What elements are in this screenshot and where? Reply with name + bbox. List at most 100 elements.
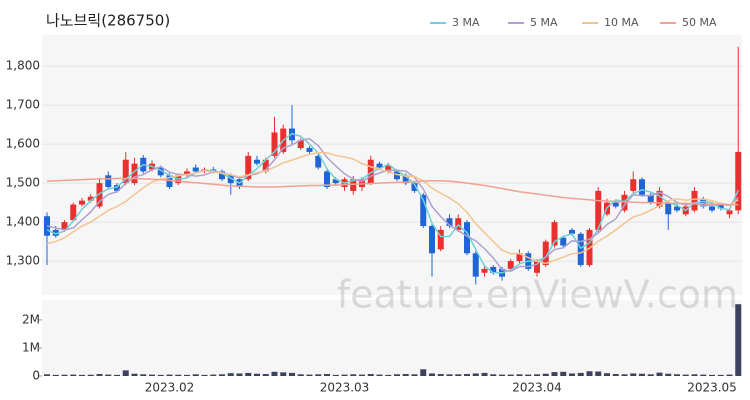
volume-bar (376, 374, 383, 376)
candle-body (700, 198, 707, 207)
volume-bar (604, 373, 610, 376)
volume-bar (192, 374, 199, 376)
volume-bar (639, 373, 645, 376)
volume-bar (262, 374, 269, 376)
volume-bar (429, 373, 435, 376)
candle-body (61, 222, 68, 230)
candle-body (437, 229, 444, 250)
volume-bar (96, 374, 103, 376)
ma-line (46, 137, 739, 273)
volume-bar (254, 373, 260, 376)
candle-body (332, 179, 339, 184)
candle-body (621, 194, 628, 211)
volume-bar (446, 374, 453, 376)
candle-body (367, 159, 374, 184)
candle-body (542, 241, 549, 265)
volume-bar (44, 374, 50, 376)
ma-line (46, 151, 739, 265)
volume-bar (297, 374, 304, 376)
candle-body (569, 229, 575, 234)
volume-bar (245, 372, 252, 376)
volume-bar (61, 374, 68, 376)
volume-bar (350, 374, 357, 376)
candle-body (359, 179, 365, 188)
volume-bar (175, 374, 182, 376)
volume-bar (227, 373, 234, 376)
volume-bar (455, 374, 462, 376)
legend-label: 50 MA (682, 16, 717, 29)
candle-body (674, 206, 680, 211)
candle-body (131, 163, 138, 184)
candle-body (665, 202, 672, 215)
volume-bar (166, 374, 173, 376)
volume-bar (52, 374, 59, 376)
candle-body (350, 179, 357, 191)
volume-bar (691, 374, 698, 376)
volume-bar (157, 374, 164, 376)
volume-bar (551, 372, 558, 376)
volume-bar (70, 374, 77, 376)
volume-bar (507, 374, 514, 376)
volume-bar (735, 304, 742, 376)
candle-body (464, 222, 470, 254)
candle-body (262, 159, 269, 172)
candle-body (44, 216, 50, 236)
volume-bar (709, 374, 715, 376)
candle-body (219, 171, 225, 180)
y-tick-label: 1,500 (6, 176, 40, 190)
volume-bar (717, 374, 724, 376)
legend-label: 5 MA (530, 16, 558, 29)
candle-body (577, 233, 584, 265)
candle-body (612, 202, 619, 207)
volume-bar (464, 374, 470, 376)
volume-bar (682, 374, 689, 376)
volume-bar (595, 371, 602, 376)
volume-bar (210, 374, 217, 376)
candle-body (166, 175, 173, 188)
chart-title: 나노브릭(286750) (46, 12, 170, 30)
candle-body (79, 200, 85, 205)
volume-bar (674, 374, 680, 376)
volume-bar (612, 374, 619, 376)
volume-bar (647, 374, 654, 376)
volume-bar (542, 373, 549, 376)
volume-bar (289, 372, 295, 376)
volume-bar (201, 374, 208, 376)
volume-bar (481, 372, 488, 376)
volume-bar (306, 374, 313, 376)
candle-body (516, 253, 523, 262)
volume-bar (534, 374, 540, 376)
candle-body (709, 206, 715, 211)
candle-body (122, 159, 129, 184)
volume-bar (280, 372, 287, 376)
volume-bar (577, 372, 584, 376)
volume-bar (569, 373, 575, 376)
candle-body (481, 268, 488, 273)
volume-bar (79, 374, 85, 376)
candle-body (96, 183, 103, 207)
y-tick-label: 1M (22, 340, 40, 354)
volume-bar (271, 371, 278, 376)
candle-body (315, 155, 322, 168)
candle-body (551, 222, 558, 246)
volume-bar (149, 374, 155, 376)
candle-body (717, 204, 724, 209)
candle-body (105, 175, 112, 188)
volume-bar (726, 374, 733, 376)
candle-body (70, 204, 77, 221)
candle-body (227, 175, 234, 184)
candle-body (114, 185, 120, 191)
volume-bar (499, 374, 505, 376)
y-tick-label: 2M (22, 312, 40, 326)
candle-body (735, 151, 742, 211)
price-panel (42, 35, 742, 295)
candle-body (429, 226, 435, 254)
candle-body (297, 140, 304, 149)
volume-bar (131, 373, 138, 376)
volume-bar (490, 374, 497, 376)
volume-bar (656, 372, 663, 376)
candle-body (184, 171, 190, 176)
volume-bar (525, 374, 532, 376)
candle-body (647, 194, 654, 203)
candle-body (271, 132, 278, 156)
